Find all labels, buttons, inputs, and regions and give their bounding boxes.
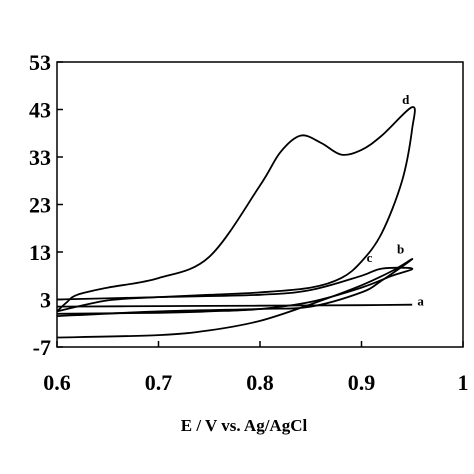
curve-label-b: b [397, 241, 404, 256]
x-tick-label: 0.6 [43, 370, 71, 395]
y-tick-label: 13 [29, 240, 51, 265]
x-axis-title: E / V vs. Ag/AgCl [181, 416, 308, 435]
x-tick-label: 1 [458, 370, 469, 395]
curve-c [56, 266, 414, 315]
curve-a [56, 303, 413, 308]
curve-label-d: d [402, 92, 410, 107]
x-tick-label: 0.8 [246, 370, 274, 395]
x-tick-label: 0.7 [145, 370, 173, 395]
x-tick-label: 0.9 [348, 370, 376, 395]
x-axis: 0.6 0.7 0.8 0.9 1 [43, 341, 469, 395]
y-tick-label: -7 [33, 335, 51, 360]
curve-label-c: c [367, 250, 373, 265]
curve-label-a: a [417, 294, 424, 309]
y-axis: 53 43 33 23 13 3 -7 [29, 50, 63, 360]
curve-label-layer: a b c d [367, 92, 425, 309]
y-tick-label: 53 [29, 50, 51, 75]
curve-layer [56, 106, 416, 339]
y-tick-label: 43 [29, 98, 51, 123]
y-tick-label: 23 [29, 193, 51, 218]
curve-d [56, 106, 416, 313]
y-tick-label: 3 [40, 288, 51, 313]
y-tick-label: 33 [29, 145, 51, 170]
